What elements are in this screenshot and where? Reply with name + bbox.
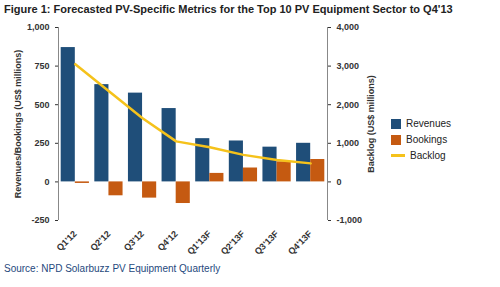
svg-text:Q4'12: Q4'12 bbox=[155, 229, 179, 253]
svg-text:Q3'13F: Q3'13F bbox=[252, 228, 280, 256]
html-text:Revenues: Revenues bbox=[406, 118, 451, 129]
svg-text:-250: -250 bbox=[31, 215, 49, 225]
svg-text:Q2'13F: Q2'13F bbox=[219, 228, 247, 256]
svg-text:Q2'12: Q2'12 bbox=[88, 229, 112, 253]
svg-text:3,000: 3,000 bbox=[337, 61, 360, 71]
svg-text:4,000: 4,000 bbox=[337, 22, 360, 32]
svg-text:1,000: 1,000 bbox=[337, 138, 360, 148]
html-text:Figure 1: Forecasted PV-Specif: Figure 1: Forecasted PV-Specific Metrics… bbox=[4, 3, 453, 15]
svg-text:750: 750 bbox=[34, 61, 49, 71]
svg-text:Backlog (US$ millions): Backlog (US$ millions) bbox=[366, 75, 376, 173]
svg-text:Q1'13F: Q1'13F bbox=[185, 228, 213, 256]
svg-text:250: 250 bbox=[34, 138, 49, 148]
svg-text:2,000: 2,000 bbox=[337, 100, 360, 110]
svg-text:Q4'13F: Q4'13F bbox=[286, 228, 314, 256]
svg-text:-1,000: -1,000 bbox=[337, 215, 363, 225]
svg-text:500: 500 bbox=[34, 100, 49, 110]
html-text:Backlog: Backlog bbox=[410, 150, 446, 161]
svg-text:1,000: 1,000 bbox=[27, 22, 50, 32]
svg-text:Revenues/Bookings (US$ million: Revenues/Bookings (US$ millions) bbox=[13, 50, 23, 199]
svg-text:Q1'12: Q1'12 bbox=[55, 229, 79, 253]
html-text:Source: NPD Solarbuzz PV Equip: Source: NPD Solarbuzz PV Equipment Quart… bbox=[4, 263, 221, 274]
svg-text:0: 0 bbox=[44, 177, 49, 187]
html-text:Bookings: Bookings bbox=[406, 134, 448, 145]
svg-text:0: 0 bbox=[337, 177, 342, 187]
svg-text:Q3'12: Q3'12 bbox=[122, 229, 146, 253]
